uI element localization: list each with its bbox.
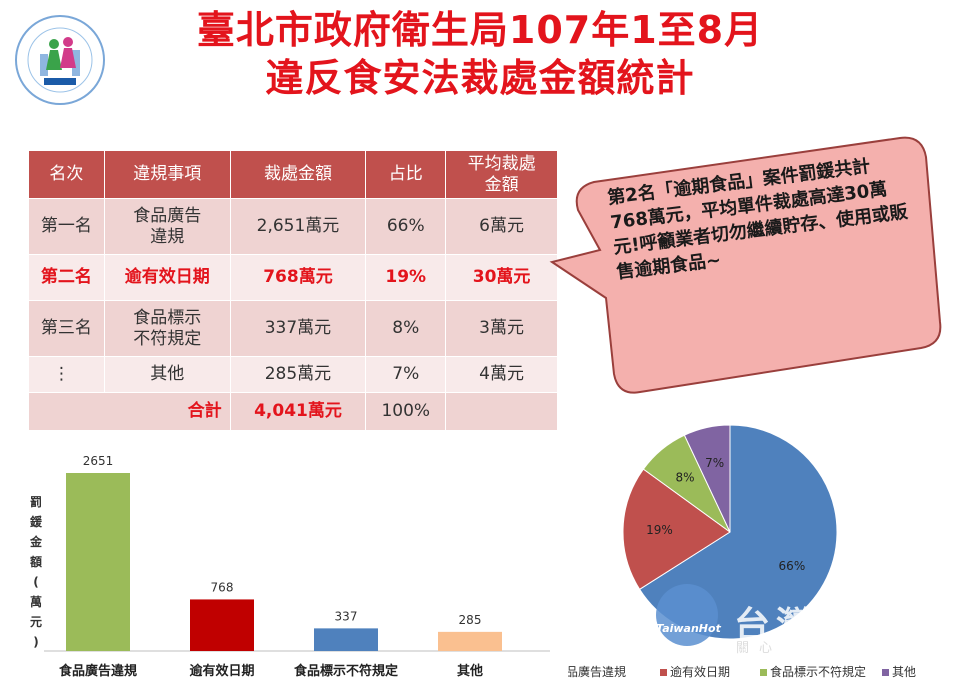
ylabel-char: 罰 [29,495,42,509]
ylabel-char: 元 [29,615,42,629]
title-line-1: 臺北市政府衛生局107年1至8月 [196,8,764,52]
bar [438,631,502,651]
header-item: 違規事項 [103,150,231,199]
pie-data-label: 7% [705,456,724,470]
total-average-empty [445,392,558,431]
legend-swatch [660,669,667,676]
row-item: 食品廣告違規 [103,198,231,255]
legend-swatch [760,669,767,676]
pie-data-label: 66% [779,559,806,573]
row-rank: 第二名 [28,254,105,301]
pie-data-label: 19% [646,523,673,537]
legend-item: 其他 [882,665,916,679]
bar [190,599,254,651]
bar-data-label: 2651 [83,454,114,468]
row-average: 6萬元 [445,198,558,255]
total-label: 合計 [28,392,231,431]
pie-slice [683,424,731,533]
ylabel-char: 金 [29,535,42,549]
bar [314,628,378,651]
bar-category-label: 逾有效日期 [189,663,254,679]
table-total-row: 合計 4,041萬元 100% [28,392,558,431]
ylabel-char: 萬 [29,595,42,609]
row-share: 66% [365,198,447,255]
row-share: 19% [365,254,447,301]
bar-data-label: 768 [211,580,234,594]
bar [66,473,130,651]
health-department-logo [15,15,105,105]
violation-stats-table: 名次 違規事項 裁處金額 占比 平均裁處金額 第一名 食品廣告違規 2,651萬… [28,150,558,431]
table-row: 第一名 食品廣告違規 2,651萬元 66% 6萬元 [28,198,558,255]
callout-bubble [549,136,942,394]
row-share: 7% [365,356,447,393]
row-rank: 第一名 [28,198,105,255]
total-amount: 4,041萬元 [229,392,367,431]
row-rank: ⋮ [28,356,105,393]
row-average: 3萬元 [445,300,558,357]
row-amount: 337萬元 [229,300,367,357]
bar-category-label: 食品標示不符規定 [294,663,398,679]
header-average: 平均裁處金額 [445,150,558,199]
total-share: 100% [365,392,447,431]
page-title: 臺北市政府衛生局107年1至8月 違反食安法裁處金額統計 [120,6,840,102]
ylabel-char: 鍰 [29,515,42,529]
row-share: 8% [365,300,447,357]
watermark-sub: 關心 [736,641,783,656]
row-average: 4萬元 [445,356,558,393]
row-amount: 2,651萬元 [229,198,367,255]
legend-label: 食品標示不符規定 [770,664,866,679]
row-item: 其他 [103,356,231,393]
row-item: 食品標示不符規定 [103,300,231,357]
legend-item: 食品標示不符規定 [760,664,866,679]
row-rank: 第三名 [28,300,105,357]
table-header-row: 名次 違規事項 裁處金額 占比 平均裁處金額 [28,150,558,199]
bar-category-label: 其他 [457,663,483,679]
header-amount: 裁處金額 [229,150,367,199]
bar-category-label: 食品廣告違規 [59,663,137,679]
row-amount: 768萬元 [229,254,367,301]
legend-swatch [882,669,889,676]
bar-data-label: 285 [459,613,482,627]
bar-data-label: 337 [335,609,358,623]
header-share: 占比 [365,150,447,199]
pie-slice [622,468,731,591]
legend-label: 其他 [892,665,916,679]
table-row: 第三名 食品標示不符規定 337萬元 8% 3萬元 [28,300,558,357]
row-item: 逾有效日期 [103,254,231,301]
table-row: ⋮ 其他 285萬元 7% 4萬元 [28,356,558,393]
bar-chart: 2651 食品廣告違規 768 逾有效日期 337 食品標示不符規定 285 其他 [44,454,550,679]
legend-label: 食品廣告違規 [568,664,626,679]
title-line-2: 違反食安法裁處金額統計 [265,56,695,100]
legend-label: 逾有效日期 [670,664,730,679]
legend-item: 逾有效日期 [660,664,730,679]
row-average: 30萬元 [445,254,558,301]
watermark-logo: TaiwanHot [656,622,721,635]
ylabel-char: ) [33,635,39,649]
table-row: 第二名 逾有效日期 768萬元 19% 30萬元 [28,254,558,301]
ylabel-char: 額 [29,555,42,569]
pie-data-label: 8% [675,471,694,485]
bar-chart-ylabel: 罰鍰金額 ( 萬元) [28,492,44,652]
header-rank: 名次 [28,150,105,199]
legend-item: 食品廣告違規 [568,664,626,679]
row-amount: 285萬元 [229,356,367,393]
ylabel-char: ( [33,575,39,589]
watermark-circle [656,584,718,646]
watermark-brand: 台灣 [734,605,819,646]
